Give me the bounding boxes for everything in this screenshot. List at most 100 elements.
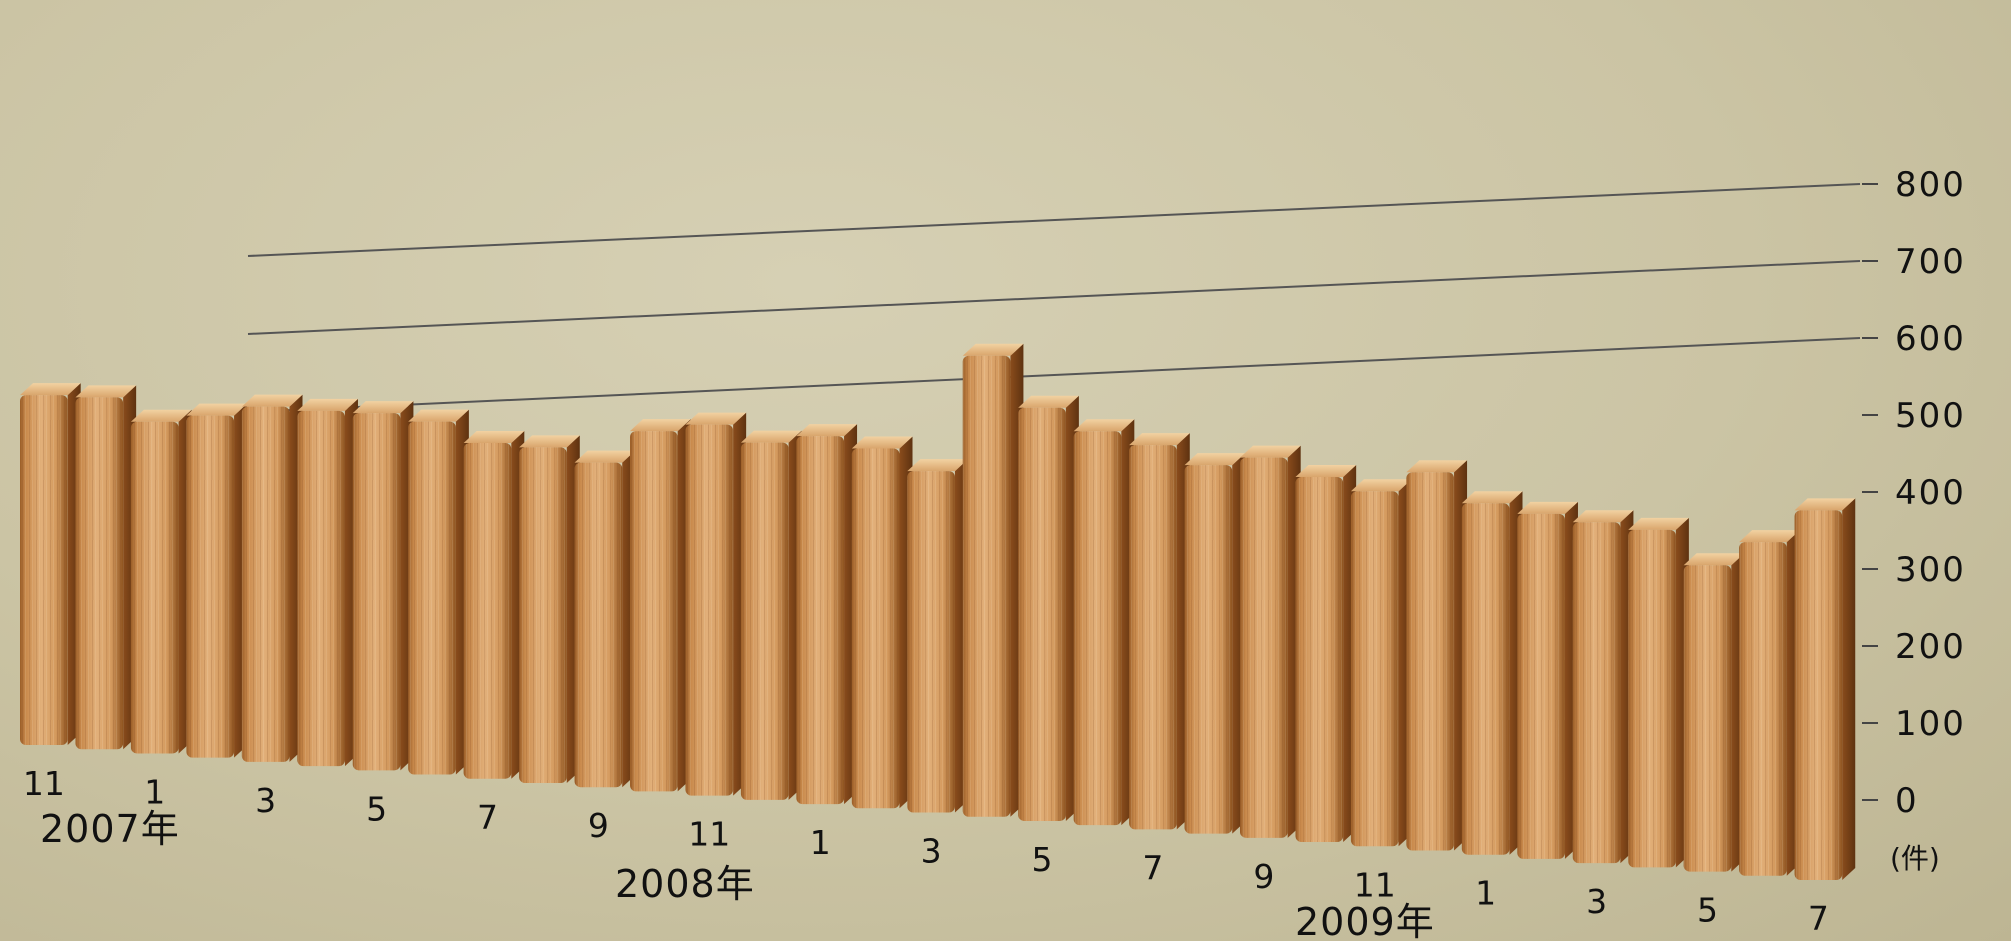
bar-top [1350, 479, 1412, 492]
x-tick-label-2009-01: 1 [810, 823, 831, 862]
bar-2008-04 [297, 398, 358, 767]
year-label-0: 2007年 [40, 807, 180, 851]
bar-grain [75, 397, 124, 750]
bar-2008-06 [408, 409, 469, 775]
bar-grain [1794, 510, 1843, 880]
bar-grain [408, 421, 456, 775]
bar-top [1240, 445, 1301, 458]
bar-2010-06 [1739, 530, 1800, 876]
bar-grain [186, 415, 235, 758]
bar-2008-10 [630, 419, 691, 792]
bar-grain [1018, 407, 1066, 821]
bar-2008-01 [130, 409, 192, 754]
bar-2009-10 [1295, 464, 1357, 843]
bar-2007-11 [20, 383, 81, 745]
bar-grain [1461, 503, 1510, 855]
y-tick-label-800: 800 [1895, 165, 1966, 205]
x-tick-label-2010-01: 1 [1475, 874, 1496, 913]
bar-top [1683, 553, 1745, 566]
bar-grain [1240, 457, 1288, 838]
bar-top [685, 412, 747, 425]
bar-top [574, 450, 636, 463]
bar-top [1739, 530, 1800, 543]
bar-top [1794, 498, 1856, 511]
bar-grain [130, 421, 179, 754]
bar-side [1842, 498, 1856, 880]
x-tick-label-2008-01: 1 [144, 772, 165, 811]
bar-grain [1073, 431, 1122, 826]
x-tick-label-2009-03: 3 [921, 832, 942, 871]
y-tick-label-500: 500 [1895, 396, 1966, 436]
bar-top [740, 430, 802, 443]
bar-2009-05 [1018, 395, 1079, 821]
bar-top [75, 385, 137, 398]
bar-top [1018, 395, 1079, 408]
bar-grain [1184, 465, 1233, 834]
bar-top [907, 459, 968, 472]
bar-grain [1129, 445, 1177, 830]
x-tick-label-2009-05: 5 [1032, 840, 1053, 879]
bar-grain [241, 406, 290, 762]
bar-grain [1572, 522, 1621, 864]
bar-2009-06 [1073, 419, 1135, 826]
bar-grain [519, 447, 567, 783]
x-tick-label-2008-03: 3 [255, 781, 276, 820]
x-tick-label-2009-07: 7 [1142, 848, 1163, 887]
bar-grain [1350, 491, 1399, 847]
bar-2010-03 [1572, 510, 1634, 864]
year-label-2: 2009年 [1295, 900, 1435, 941]
y-tick-label-100: 100 [1895, 704, 1966, 744]
bars [20, 343, 1856, 880]
y-tick-label-200: 200 [1895, 627, 1966, 667]
bar-top [20, 383, 81, 396]
bar-top [1129, 433, 1190, 446]
bar-2008-09 [574, 450, 636, 788]
bar-grain [851, 448, 900, 809]
x-tick-label-2009-09: 9 [1253, 857, 1274, 896]
bar-grain [1628, 529, 1676, 868]
bar-2010-01 [1461, 491, 1523, 855]
bar-top [630, 419, 691, 432]
bar-grain [1683, 565, 1732, 872]
x-tick-label-2009-11: 11 [1354, 865, 1396, 904]
bar-top [519, 435, 580, 448]
x-tick-label-2010-07: 7 [1808, 899, 1829, 938]
bar-grain [463, 443, 512, 779]
bar-top [1184, 453, 1246, 466]
year-label-1: 2008年 [615, 862, 755, 906]
bar-2009-11 [1350, 479, 1412, 847]
bar-2009-01 [796, 424, 858, 805]
bar-top [1073, 419, 1135, 432]
bar-grain [740, 442, 789, 800]
bar-2009-03 [907, 459, 968, 813]
y-tick-label-700: 700 [1895, 242, 1966, 282]
bar-2007-12 [75, 385, 137, 750]
bar-top [796, 424, 858, 437]
bar-grain [297, 410, 345, 767]
bar-grain [630, 431, 678, 792]
bar-2008-05 [352, 401, 414, 771]
bar-2009-09 [1240, 445, 1301, 838]
bar-grain [352, 413, 401, 771]
bar-top [241, 394, 303, 407]
y-tick-label-300: 300 [1895, 550, 1966, 590]
bar-2009-07 [1129, 433, 1190, 830]
y-axis: 0 100 200 300 400 500 600 700 800 (件) [1862, 165, 1966, 875]
bar-top [1406, 460, 1468, 473]
y-unit-label: (件) [1890, 842, 1940, 875]
bar-grain [962, 355, 1011, 817]
x-tick-label-2008-07: 7 [477, 798, 498, 837]
x-tick-label-2007-11: 11 [23, 764, 65, 803]
bar-top [1572, 510, 1634, 523]
bar-top [1628, 517, 1689, 530]
y-tick-label-400: 400 [1895, 473, 1966, 513]
bar-2008-03 [241, 394, 303, 762]
grid-lines [247, 183, 1861, 413]
bar-grain [1406, 472, 1455, 851]
y-tick-label-0: 0 [1895, 781, 1919, 821]
bar-2008-07 [463, 431, 525, 779]
bar-2010-04 [1628, 517, 1689, 868]
bar-top [186, 403, 248, 416]
bar-top [851, 436, 913, 449]
